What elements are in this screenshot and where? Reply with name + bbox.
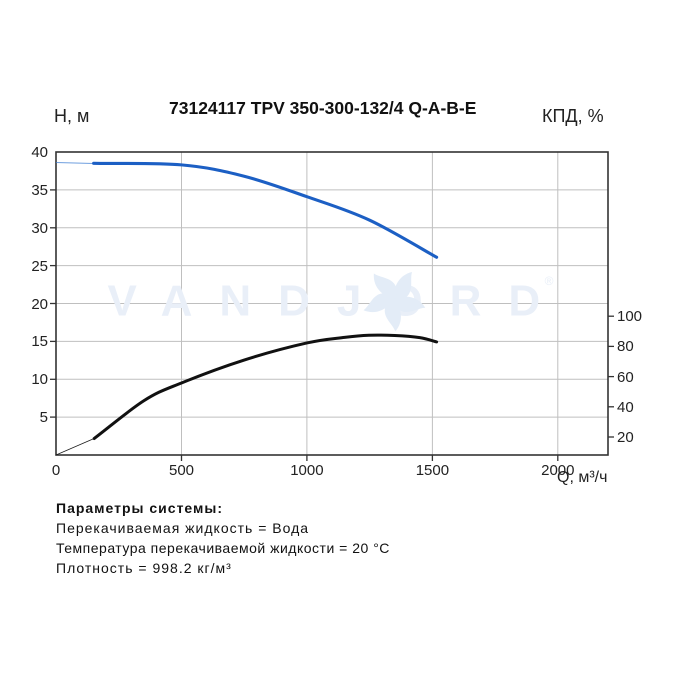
svg-text:500: 500 bbox=[169, 462, 194, 479]
svg-text:®: ® bbox=[545, 274, 554, 288]
svg-text:30: 30 bbox=[31, 220, 48, 237]
svg-text:35: 35 bbox=[31, 182, 48, 199]
svg-text:1000: 1000 bbox=[290, 462, 323, 479]
svg-text:15: 15 bbox=[31, 333, 48, 350]
svg-text:25: 25 bbox=[31, 258, 48, 275]
svg-text:2000: 2000 bbox=[541, 462, 574, 479]
svg-text:100: 100 bbox=[617, 308, 642, 325]
svg-text:VANDJORD: VANDJORD bbox=[108, 277, 568, 326]
svg-text:20: 20 bbox=[31, 296, 48, 313]
svg-text:20: 20 bbox=[617, 429, 634, 446]
svg-text:1500: 1500 bbox=[416, 462, 449, 479]
svg-text:40: 40 bbox=[617, 399, 634, 416]
svg-text:0: 0 bbox=[52, 462, 60, 479]
svg-text:60: 60 bbox=[617, 369, 634, 386]
svg-text:80: 80 bbox=[617, 338, 634, 355]
svg-text:40: 40 bbox=[31, 144, 48, 161]
svg-text:10: 10 bbox=[31, 371, 48, 388]
svg-text:5: 5 bbox=[40, 409, 48, 426]
